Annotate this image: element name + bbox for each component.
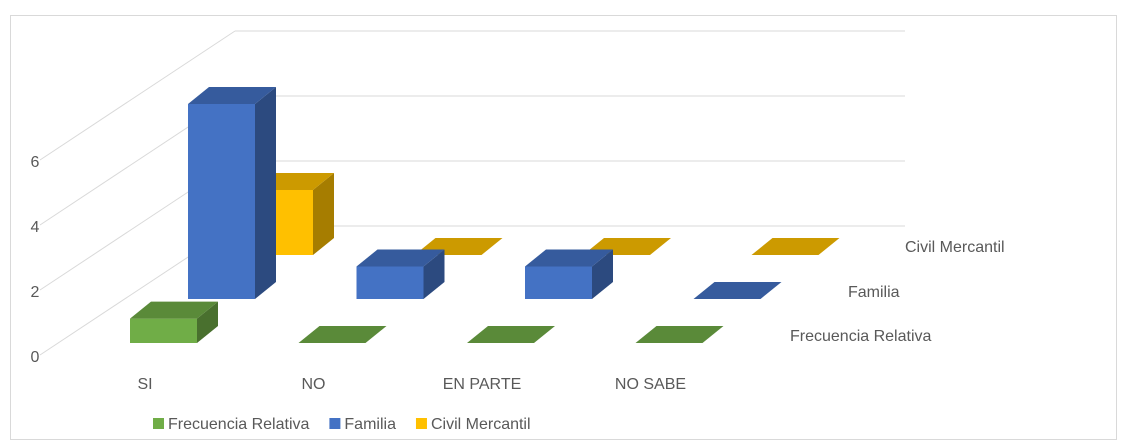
legend-label: Civil Mercantil <box>431 416 531 433</box>
bar-face <box>592 249 613 299</box>
y-tick-label: 2 <box>31 284 40 301</box>
legend-swatch <box>329 418 341 429</box>
bar <box>525 249 613 299</box>
series-axis-label: Civil Mercantil <box>905 239 1005 256</box>
bar-face <box>188 87 276 104</box>
series-axis-label: Frecuencia Relativa <box>790 328 932 345</box>
legend-label: Familia <box>344 416 396 433</box>
bar-face <box>467 326 555 343</box>
bar-face <box>255 87 276 299</box>
y-tick-label: 0 <box>31 349 40 366</box>
bar-face <box>525 249 613 267</box>
bar <box>130 301 218 343</box>
x-tick-label: SI <box>137 376 152 393</box>
bar <box>188 87 276 299</box>
x-tick-label: NO <box>302 376 326 393</box>
legend-label: Frecuencia Relativa <box>168 416 310 433</box>
bar-face <box>197 301 218 343</box>
bar-face <box>298 326 387 343</box>
y-tick-label: 6 <box>31 154 40 171</box>
bar <box>298 326 387 343</box>
x-tick-label: NO SABE <box>615 376 686 393</box>
bar-face <box>356 249 445 267</box>
y-tick-label: 4 <box>31 219 40 236</box>
bar-face <box>130 301 218 319</box>
x-tick-label: EN PARTE <box>443 376 522 393</box>
bar <box>467 326 555 343</box>
bar-face <box>423 249 445 299</box>
legend-swatch <box>153 418 164 429</box>
bar-face <box>356 266 424 299</box>
bar-face <box>525 266 592 299</box>
bar-face <box>751 238 840 255</box>
bar <box>751 238 840 255</box>
bar-face <box>313 173 334 255</box>
bar-face <box>188 104 255 299</box>
legend-swatch <box>415 418 427 429</box>
bar-face <box>635 326 724 343</box>
chart-border <box>10 15 1117 440</box>
grid-line <box>39 30 236 161</box>
bar <box>635 326 724 343</box>
bar-face <box>693 282 782 299</box>
bar-face <box>130 318 197 343</box>
bar <box>693 282 782 299</box>
series-axis-label: Familia <box>848 284 900 301</box>
bar <box>356 249 445 299</box>
